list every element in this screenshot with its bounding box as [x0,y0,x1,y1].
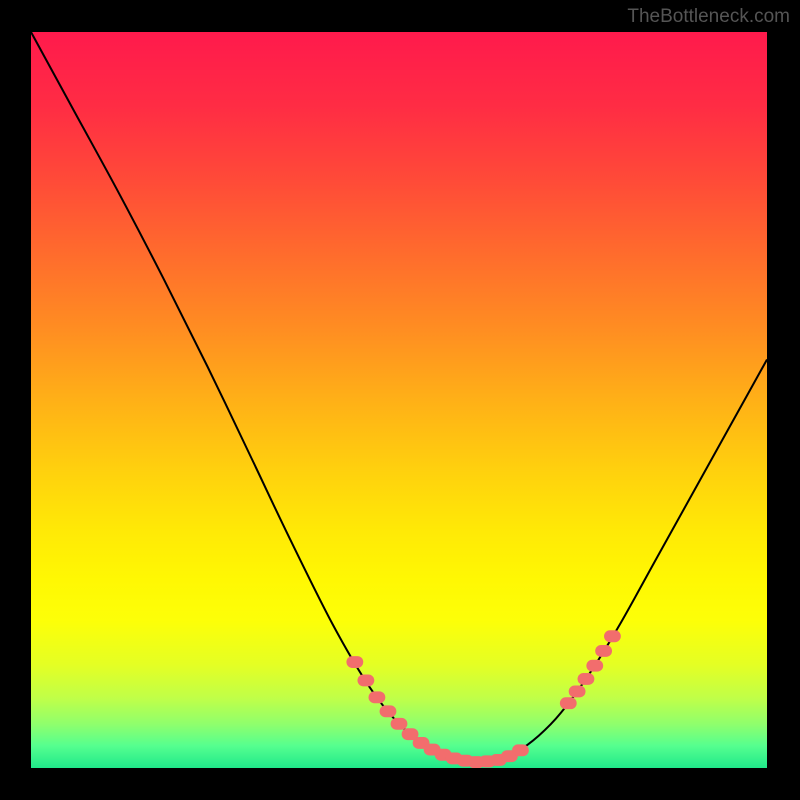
data-marker [569,686,586,698]
data-marker [346,656,363,668]
data-marker [595,645,612,657]
data-marker [578,673,595,685]
data-marker [560,697,577,709]
watermark-text: TheBottleneck.com [627,6,790,28]
data-marker [357,674,374,686]
data-marker [512,744,529,756]
chart-container: TheBottleneck.com [0,0,800,800]
data-marker [604,630,621,642]
data-marker [391,718,408,730]
data-marker [369,691,386,703]
data-marker [586,660,603,672]
data-marker [380,705,397,717]
bottleneck-chart [0,0,800,800]
